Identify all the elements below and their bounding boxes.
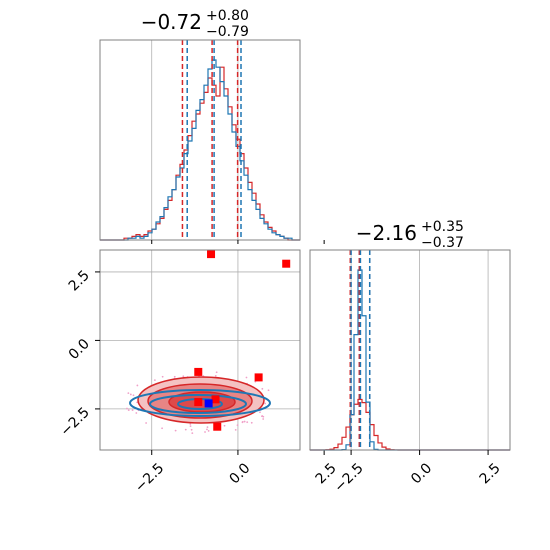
param2-title-minus: −0.37	[421, 235, 464, 251]
y-tick-label: 2.5	[66, 267, 93, 294]
sample-dot	[153, 379, 156, 382]
sample-dot	[135, 412, 138, 414]
sample-dot	[132, 394, 135, 397]
sample-dot	[174, 429, 177, 432]
hist-param1-blue-line	[100, 59, 300, 241]
blue-marker	[204, 399, 213, 408]
contour-frame	[99, 249, 301, 451]
sample-dot	[250, 421, 253, 424]
hist-param2-panel: −2.5 0.0 2.5 −2.16 +0.35 −0.37	[309, 219, 511, 496]
y-tick-label: −2.5	[57, 404, 92, 439]
red-marker	[207, 250, 216, 259]
contour-panel: −2.5−2.50.00.02.52.5	[57, 240, 340, 496]
sample-dot	[236, 424, 239, 427]
sample-dot	[207, 430, 210, 432]
sample-dot	[246, 421, 249, 424]
sample-dot	[136, 384, 139, 387]
sample-dot	[182, 375, 185, 378]
hist-param1-frame	[99, 39, 301, 241]
sample-dot	[184, 428, 187, 431]
sample-dot	[204, 431, 206, 433]
sample-dot	[261, 387, 264, 390]
x-tick-label: −2.5	[331, 460, 366, 495]
sample-dot	[214, 375, 217, 377]
red-marker	[194, 367, 203, 376]
sample-dot	[261, 415, 264, 417]
red-marker	[211, 395, 220, 404]
param1-title-median: −0.72	[141, 10, 202, 34]
hist-param2-frame	[309, 249, 511, 451]
x-tick-label: 0.0	[408, 460, 435, 487]
sample-dot	[215, 371, 218, 374]
red-marker	[194, 398, 203, 407]
x-tick-label: 2.5	[477, 460, 504, 487]
sample-dot	[190, 428, 193, 431]
param1-title-minus: −0.79	[206, 24, 249, 40]
sample-dot	[189, 425, 192, 428]
x-tick-label: −2.5	[132, 460, 167, 495]
sample-dot	[241, 420, 244, 423]
param2-title-plus: +0.35	[421, 219, 464, 235]
sample-dot	[264, 402, 267, 405]
red-marker	[213, 422, 222, 431]
sample-dot	[191, 432, 194, 435]
sample-dot	[145, 422, 148, 424]
blue-contour-outer	[129, 389, 271, 417]
sample-dot	[206, 428, 208, 431]
sample-dot	[243, 420, 246, 423]
param2-title-median: −2.16	[356, 221, 417, 245]
sample-dot	[223, 424, 226, 427]
sample-dot	[262, 418, 265, 420]
sample-dot	[127, 409, 130, 412]
red-marker	[282, 259, 291, 268]
hist-param1-panel: −0.72 +0.80 −0.79	[99, 8, 301, 241]
param1-title-plus: +0.80	[206, 8, 249, 24]
sample-dot	[126, 407, 128, 410]
x-tick-label: 0.0	[226, 460, 253, 487]
hist-param2-red-line	[310, 398, 510, 451]
sample-dot	[127, 392, 130, 395]
sample-dot	[234, 428, 237, 431]
blue-contour-middle	[149, 394, 247, 414]
sample-dot	[267, 389, 270, 392]
sample-dot	[129, 393, 132, 396]
sample-dot	[161, 375, 164, 378]
sample-dot	[206, 426, 209, 429]
sample-dot	[189, 423, 192, 425]
sample-dot	[161, 427, 163, 430]
sample-dot	[245, 376, 248, 379]
sample-dot	[173, 375, 176, 378]
hist-param2-blue-line	[310, 269, 510, 451]
y-tick-label: 0.0	[66, 336, 93, 363]
sample-dot	[131, 409, 134, 412]
sample-dot	[259, 411, 261, 414]
red-marker	[254, 373, 263, 382]
